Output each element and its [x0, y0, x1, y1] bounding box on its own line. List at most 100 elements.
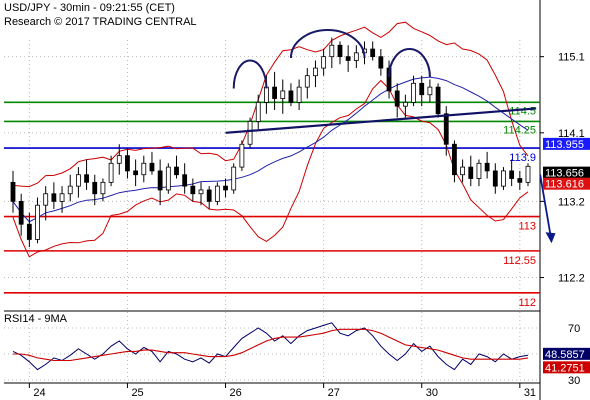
candle-body — [509, 170, 515, 179]
price-axis: 115.1 114.1 113.2 112.2 — [540, 52, 585, 285]
candle-body — [43, 193, 49, 206]
price-box-label: 113.656 — [545, 168, 584, 180]
rsi-box-label: 41.2751 — [545, 362, 585, 374]
candle-body — [214, 185, 220, 202]
projection-arrow-shaft — [539, 174, 552, 236]
time-tick-label: 27 — [328, 387, 340, 399]
candle-body — [108, 162, 114, 183]
candle-body — [133, 170, 139, 176]
time-tick-label: 30 — [426, 387, 438, 399]
candle-body — [165, 166, 171, 191]
candle-body — [402, 101, 408, 107]
candle-body — [419, 82, 425, 96]
level-label: 114.25 — [503, 124, 536, 136]
candle-body — [100, 181, 106, 195]
price-box-label: 113.616 — [545, 179, 584, 191]
price-tick-label: 112.2 — [558, 273, 585, 285]
candle-body — [67, 185, 73, 195]
candle-body — [411, 82, 416, 103]
candle-body — [157, 170, 163, 191]
candle-body — [313, 67, 318, 77]
candle-body — [378, 56, 384, 69]
candle-body — [517, 178, 523, 183]
candle-body — [370, 48, 376, 58]
candle-body — [198, 189, 204, 195]
candle-body — [10, 181, 16, 202]
rsi-series-line — [12, 322, 529, 371]
candle-body — [141, 162, 147, 176]
time-tick-label: 25 — [131, 387, 143, 399]
time-tick-label: 24 — [33, 387, 45, 399]
candle-body — [353, 52, 359, 61]
rsi-title: RSI14 - 9MA — [4, 313, 68, 325]
rsi-tick-label: 30 — [568, 375, 580, 387]
candle-body — [427, 86, 433, 96]
neckline-line — [225, 107, 537, 134]
candle-body — [18, 200, 24, 225]
candle-body — [255, 101, 261, 122]
candle-body — [280, 90, 286, 99]
price-tick-label: 113.2 — [558, 196, 585, 208]
candle-body — [239, 143, 245, 168]
projection-arrow — [539, 174, 556, 244]
candle-body — [92, 181, 98, 195]
price-box — [543, 137, 590, 150]
rsi-series-line — [13, 328, 529, 362]
level-label: 114.5 — [509, 105, 536, 117]
time-axis: 24 25 26 27 30 31 — [28, 383, 536, 399]
price-box — [543, 166, 590, 179]
candle-body — [329, 44, 335, 58]
moving-average-line — [12, 76, 529, 223]
candle-body — [468, 166, 474, 179]
price-tick-label: 114.1 — [558, 128, 585, 140]
candle-body — [125, 155, 130, 172]
candle-body — [272, 86, 277, 99]
rsi-tick-label: 70 — [568, 323, 580, 335]
pattern-arc — [232, 59, 268, 89]
candle-body — [296, 86, 302, 103]
price-box — [543, 177, 590, 190]
rsi-box — [543, 361, 590, 374]
candlesticks — [10, 37, 531, 248]
bollinger-upper — [12, 21, 529, 188]
candle-body — [476, 162, 482, 179]
candle-body — [264, 86, 269, 103]
candle-body — [443, 113, 449, 145]
candle-body — [337, 44, 343, 58]
candle-body — [51, 193, 57, 202]
candle-body — [435, 86, 441, 115]
rsi-box-label: 48.5857 — [545, 349, 585, 361]
candle-body — [452, 143, 457, 176]
price-box-label: 113.955 — [545, 139, 584, 151]
moving-average — [12, 76, 529, 223]
candle-body — [345, 56, 351, 61]
level-label: 112.55 — [503, 255, 536, 267]
candle-body — [288, 90, 294, 103]
candle-body — [501, 170, 506, 187]
bollinger-lower — [12, 79, 529, 258]
price-grid — [4, 0, 541, 400]
bollinger-bands — [12, 21, 529, 258]
candle-body — [223, 185, 228, 191]
candle-body — [231, 166, 237, 191]
chart-title: USD/JPY - 30min - 09:21:55 (CET) — [4, 2, 175, 14]
candle-body — [182, 174, 188, 187]
candle-body — [206, 189, 212, 202]
candle-body — [492, 170, 498, 187]
price-tick-label: 115.1 — [558, 52, 585, 64]
candle-body — [35, 204, 40, 240]
rsi-lines — [12, 322, 529, 371]
candle-body — [149, 162, 155, 172]
candle-body — [174, 166, 179, 176]
candle-body — [190, 185, 196, 195]
candle-body — [525, 165, 531, 183]
candle-body — [394, 90, 400, 107]
projection-arrow-head — [545, 232, 556, 244]
time-tick-label: 26 — [230, 387, 242, 399]
level-label: 113 — [518, 221, 536, 233]
candle-body — [26, 223, 32, 240]
rsi-grid — [4, 327, 540, 384]
candle-body — [484, 162, 490, 172]
